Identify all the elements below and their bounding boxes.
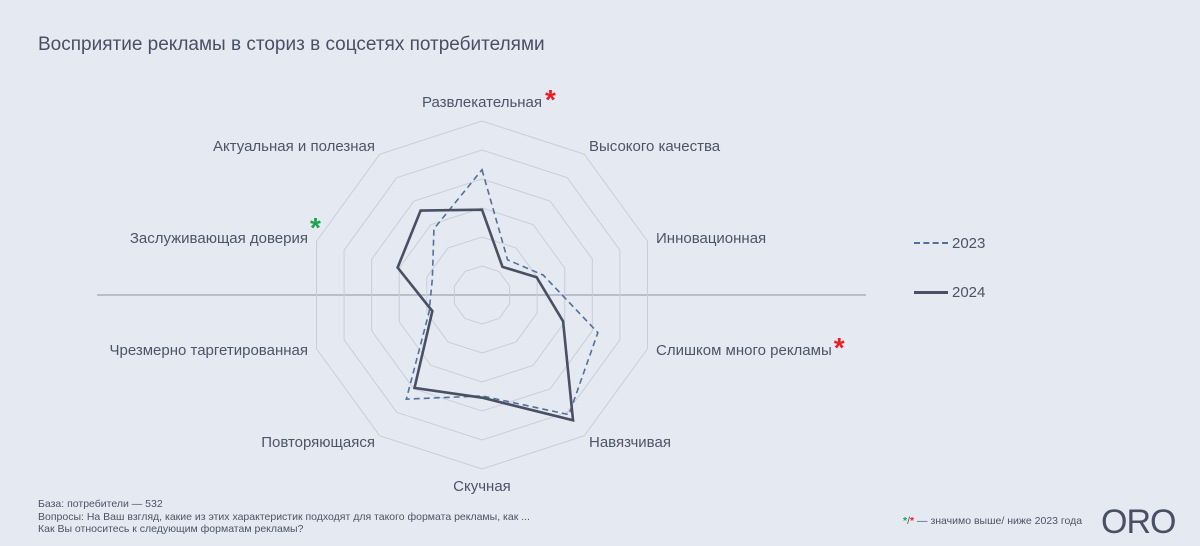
dashed-line-icon [914,242,948,244]
significance-note: */* — значимо выше/ ниже 2023 года [903,515,1082,527]
oro-logo: ORO [1101,503,1176,541]
footnote-question-2: Как Вы относитесь к следующим форматам р… [38,523,304,535]
red-star-icon: * [545,84,556,115]
footnote-base: База: потребители — 532 [38,498,163,510]
axis-label: Развлекательная [422,94,542,111]
legend-item-2023: 2023 [914,232,985,254]
chart-title: Восприятие рекламы в сториз в соцсетях п… [38,34,545,55]
axis-label: Актуальная и полезная [213,138,375,155]
footnote: База: потребители — 532 Вопросы: На Ваш … [38,498,530,536]
axis-label: Повторяющаяся [261,434,375,451]
axis-label: Инновационная [656,230,766,247]
axis-label: Заслуживающая доверия [130,230,308,247]
solid-line-icon [914,290,948,294]
legend-item-2024: 2024 [914,281,985,303]
grid-ring [316,120,648,470]
legend-label: 2024 [952,283,986,301]
series-2023 [405,168,599,416]
series-2024 [396,208,575,422]
legend-label: 2023 [952,234,986,252]
axis-label: Скучная [453,478,511,495]
grid-ring [371,178,593,412]
grid-ring [398,207,566,383]
grid-ring [426,236,538,354]
radar-grid [316,120,648,470]
significance-text: — значимо выше/ ниже 2023 года [914,515,1083,527]
axis-label: Чрезмерно таргетированная [109,342,308,359]
footnote-question-1: Вопросы: На Ваш взгляд, какие из этих ха… [38,510,530,523]
axis-label: Высокого качества [589,138,721,155]
axis-labels: Развлекательная *Высокого качестваИнновац… [109,84,844,495]
grid-ring [453,265,511,325]
green-star-icon: * [310,212,321,243]
red-star-icon: * [834,332,845,363]
axis-label: Навязчивая [589,434,671,451]
axis-label: Слишком много рекламы [656,342,832,359]
green-star-icon: * [903,515,908,527]
grid-ring [343,149,621,441]
legend: 2023 2024 [914,232,985,330]
slash: / [907,515,911,527]
radar-series [396,168,599,422]
red-star-icon: * [910,515,915,527]
